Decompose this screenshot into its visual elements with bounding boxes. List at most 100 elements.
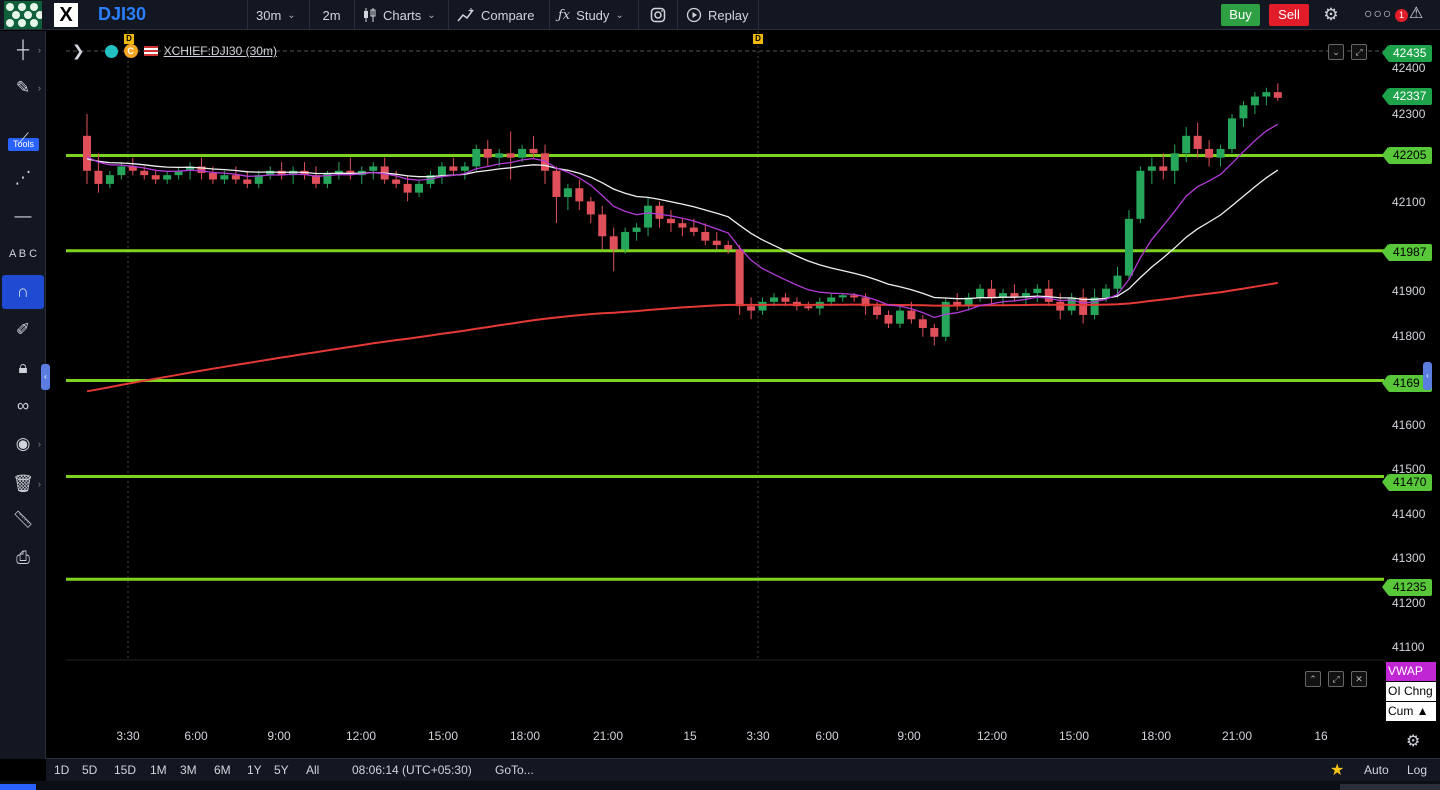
collapse-right-handle[interactable]: ‹ xyxy=(1423,362,1432,390)
candle xyxy=(609,227,618,272)
auto-scale-button[interactable]: Auto xyxy=(1364,763,1389,777)
chevron-down-icon: ⌄ xyxy=(615,9,624,21)
candle-body xyxy=(598,214,607,237)
magnet-icon[interactable]: ∩ xyxy=(2,275,44,309)
cumulative-label[interactable]: Cum ▲ xyxy=(1386,702,1436,721)
clock-timezone[interactable]: 08:06:14 (UTC+05:30) xyxy=(352,763,472,777)
candle xyxy=(529,135,538,158)
star-icon[interactable]: ★ xyxy=(1330,762,1345,779)
price-tick: 41500 xyxy=(1392,462,1426,476)
log-scale-button[interactable]: Log xyxy=(1407,763,1428,777)
candle xyxy=(518,144,527,163)
pencil-icon[interactable]: ✎ › xyxy=(15,78,41,97)
time-tick: 18:00 xyxy=(1140,729,1172,743)
time-tick: 9:00 xyxy=(897,729,921,743)
eye-icon[interactable]: ◉ › xyxy=(15,434,41,453)
brush-icon[interactable]: ✐ xyxy=(15,320,31,339)
candle-body xyxy=(804,306,813,309)
candle xyxy=(254,170,263,189)
candle xyxy=(1113,266,1122,298)
lock-icon[interactable]: 🔒︎ xyxy=(18,358,28,377)
time-tick: 15:00 xyxy=(1058,729,1090,743)
text-icon[interactable]: A B C xyxy=(8,248,38,260)
range-1m[interactable]: 1M xyxy=(150,763,167,777)
candle-body xyxy=(1228,118,1236,149)
candle xyxy=(1205,140,1214,167)
ind-up-button[interactable]: ⌃ xyxy=(1305,671,1321,687)
symbol-name[interactable]: DJI30 xyxy=(98,4,147,24)
candle-body xyxy=(1205,148,1214,158)
compare-button[interactable]: Compare xyxy=(448,0,548,30)
pane-collapse-button[interactable]: ⌄ xyxy=(1328,44,1344,60)
candle-body xyxy=(1124,218,1133,276)
crosshair-icon[interactable]: ┼ › xyxy=(16,40,41,59)
candle xyxy=(964,293,973,311)
pattern-icon[interactable]: ⋰ xyxy=(14,168,32,187)
candle-body xyxy=(575,188,584,202)
collapse-left-handle[interactable]: ‹ xyxy=(41,364,50,390)
brand-logo[interactable]: X xyxy=(54,3,78,27)
trash-icon[interactable]: 🗑︎ › xyxy=(12,474,41,493)
ind-maximize-button[interactable]: ⤢ xyxy=(1328,671,1344,687)
sell-button[interactable]: Sell xyxy=(1269,4,1309,26)
price-chart[interactable] xyxy=(46,31,1384,725)
candle-body xyxy=(323,172,332,184)
dividend-badge-2[interactable]: D xyxy=(753,34,763,44)
chart-legend[interactable]: ❯ C XCHIEF:DJI30 (30m) xyxy=(72,40,277,62)
time-tick: 9:00 xyxy=(267,729,291,743)
more-icon[interactable]: ○○○ xyxy=(1364,5,1393,21)
vwap-label[interactable]: VWAP xyxy=(1386,662,1436,681)
alert-icon[interactable]: ⚠ xyxy=(1409,5,1424,22)
chevron-right-icon[interactable]: ❯ xyxy=(72,43,85,60)
link-icon[interactable]: ∞ xyxy=(16,396,30,415)
range-1d[interactable]: 1D xyxy=(54,763,70,777)
price-label-level: 42205 xyxy=(1382,147,1432,164)
buy-button[interactable]: Buy xyxy=(1221,4,1260,26)
dividend-badge[interactable]: D xyxy=(124,34,134,44)
gear-icon[interactable]: ⚙ xyxy=(1323,5,1339,24)
interval-selector[interactable]: 30m ⌄ xyxy=(247,0,308,30)
time-tick: 6:00 xyxy=(184,729,208,743)
candle xyxy=(1124,210,1133,280)
candle-body xyxy=(506,153,515,158)
reset-chart-icon[interactable]: ⚙ xyxy=(1406,733,1421,750)
horizontal-line-icon[interactable]: — xyxy=(14,206,32,225)
ruler-icon[interactable]: 📏︎ xyxy=(12,510,34,529)
pane-maximize-button[interactable]: ⤢ xyxy=(1351,44,1367,60)
replay-button[interactable]: Replay xyxy=(677,0,759,30)
candle-body xyxy=(1079,297,1088,315)
range-5d[interactable]: 5D xyxy=(82,763,98,777)
instagram-button[interactable] xyxy=(638,0,676,30)
ind-close-button[interactable]: ✕ xyxy=(1351,671,1367,687)
candle xyxy=(666,210,675,232)
range-1y[interactable]: 1Y xyxy=(247,763,262,777)
range-3m[interactable]: 3M xyxy=(180,763,197,777)
screenshot-icon[interactable]: ⎙ xyxy=(16,548,30,567)
candle xyxy=(1193,122,1202,158)
interval-2m-button[interactable]: 2m xyxy=(309,0,353,30)
time-tick: 3:30 xyxy=(746,729,770,743)
candle-body xyxy=(369,166,378,171)
candle-body xyxy=(266,170,275,176)
charts-button[interactable]: Charts ⌄ xyxy=(354,0,447,30)
candle xyxy=(976,284,985,302)
candle-body xyxy=(930,328,939,337)
trend-line-icon[interactable]: ⟋ xyxy=(17,130,29,149)
candle-body xyxy=(1147,166,1156,171)
range-5y[interactable]: 5Y xyxy=(274,763,289,777)
range-6m[interactable]: 6M xyxy=(214,763,231,777)
goto-button[interactable]: GoTo... xyxy=(495,763,534,777)
alert-count-badge[interactable]: 1 xyxy=(1395,9,1408,22)
candle-body xyxy=(128,166,137,171)
candle xyxy=(437,162,446,184)
support-resistance-lines[interactable] xyxy=(66,153,1384,581)
oi-change-label[interactable]: OI Chng xyxy=(1386,682,1436,701)
legend-title[interactable]: XCHIEF:DJI30 (30m) xyxy=(163,44,277,58)
range-15d[interactable]: 15D xyxy=(114,763,137,777)
candle-body xyxy=(941,301,950,337)
range-all[interactable]: All xyxy=(306,763,320,777)
study-button[interactable]: ƒx Study ⌄ xyxy=(549,0,637,30)
candle xyxy=(701,223,710,246)
logo-icon[interactable] xyxy=(4,1,42,29)
candle-body xyxy=(678,223,687,228)
